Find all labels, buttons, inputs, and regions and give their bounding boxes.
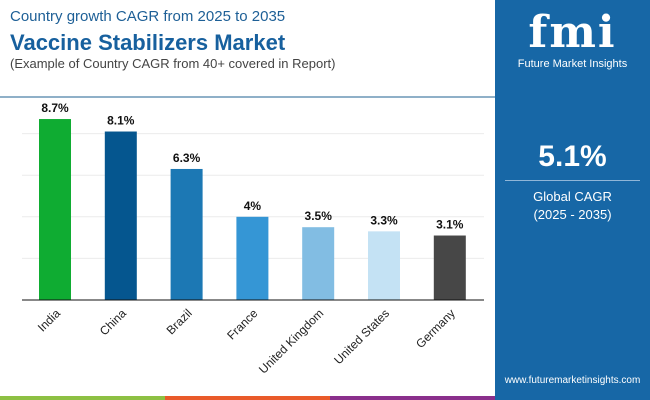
footer-strip-green xyxy=(0,396,165,400)
divider xyxy=(505,180,640,181)
chart-subtitle: Country growth CAGR from 2025 to 2035 xyxy=(10,8,286,25)
x-tick-label: China xyxy=(97,306,129,338)
x-tick-label: Brazil xyxy=(164,306,195,337)
bar-germany xyxy=(433,235,466,300)
bar-united-states xyxy=(368,231,400,300)
data-label: 3.3% xyxy=(370,213,398,227)
bar-india xyxy=(39,119,71,300)
global-cagr-value: 5.1% xyxy=(538,140,607,173)
data-label: 4% xyxy=(244,199,262,213)
fmi-logo: fmi Future Market Insights xyxy=(515,7,630,71)
bar-china xyxy=(104,131,137,300)
data-label: 3.1% xyxy=(436,218,464,232)
footer-strip-purple xyxy=(330,396,495,400)
side-panel: fmi Future Market Insights 5.1% Global C… xyxy=(495,0,650,400)
data-label: 8.1% xyxy=(107,114,135,128)
chart-note: (Example of Country CAGR from 40+ covere… xyxy=(10,56,336,71)
x-tick-label: France xyxy=(224,306,261,343)
x-tick-label: United Kingdom xyxy=(256,306,326,376)
chart-title: Vaccine Stabilizers Market xyxy=(10,30,286,55)
bar-france xyxy=(236,216,269,300)
divider xyxy=(0,96,495,98)
data-label: 3.5% xyxy=(305,209,333,223)
cagr-label: Global CAGR xyxy=(533,189,612,204)
website-link[interactable]: www.futuremarketinsights.com xyxy=(504,375,641,386)
logo-name: Future Market Insights xyxy=(517,58,628,70)
data-label: 8.7% xyxy=(41,101,69,115)
x-tick-label: United States xyxy=(331,306,392,367)
global-cagr-label: Global CAGR (2025 - 2035) xyxy=(495,188,650,224)
logo-mark: fmi xyxy=(528,7,617,58)
footer-strip-orange xyxy=(165,396,330,400)
x-tick-label: Germany xyxy=(413,306,458,351)
x-tick-label: India xyxy=(35,306,64,335)
bar-united-kingdom xyxy=(302,227,335,300)
bar-brazil xyxy=(170,168,203,300)
data-label: 6.3% xyxy=(173,151,201,165)
cagr-period: (2025 - 2035) xyxy=(533,207,612,222)
bar-chart: 8.7% India 8.1% China 6.3% Brazil 4% France 3.5%… xyxy=(22,101,484,377)
